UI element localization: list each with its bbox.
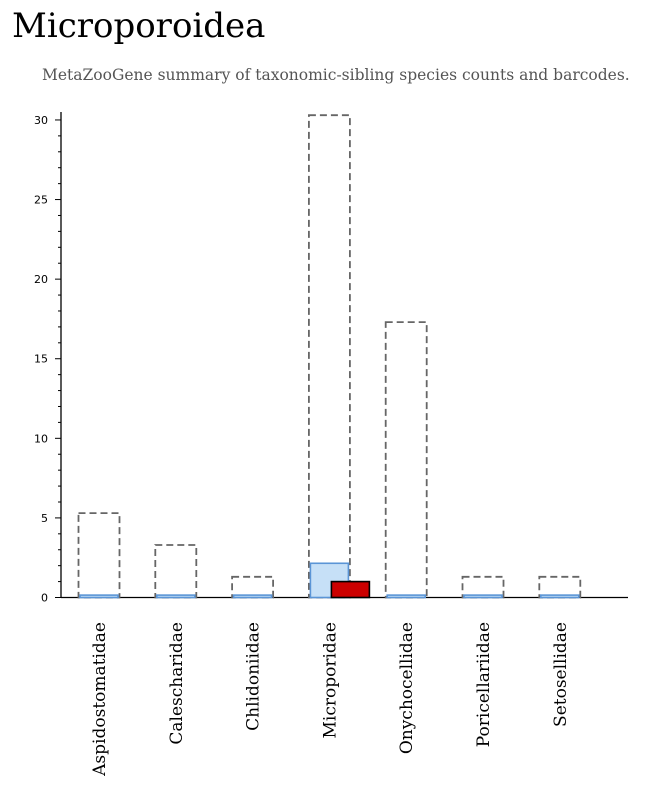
bar-barcodes — [79, 594, 119, 599]
page-subtitle: MetaZooGene summary of taxonomic-sibling… — [42, 66, 630, 84]
x-category-label: Aspidostomatidae — [90, 622, 110, 777]
x-category-label: Microporidae — [320, 622, 340, 739]
page-title: Microporoidea — [12, 6, 266, 46]
y-tick-label: 10 — [34, 432, 48, 445]
y-tick-label: 0 — [41, 592, 48, 605]
y-tick-label: 25 — [34, 194, 48, 207]
y-tick-label: 30 — [34, 114, 48, 127]
bar-barcodes — [232, 594, 273, 599]
bar-barcodes — [386, 594, 427, 599]
bar-barcodes — [156, 594, 196, 599]
y-tick-label: 15 — [34, 353, 48, 366]
x-category-label: Setosellidae — [551, 622, 571, 727]
bar-highlight — [330, 580, 371, 599]
bar-barcodes — [463, 594, 503, 599]
x-category-label: Chlidoniidae — [244, 622, 264, 731]
bar-species-count — [154, 544, 198, 599]
y-tick-label: 5 — [41, 512, 48, 525]
x-category-label: Calescharidae — [167, 622, 187, 745]
bar-barcodes — [539, 594, 580, 599]
bar-species-count — [77, 512, 121, 599]
bar-species-count — [384, 321, 428, 599]
y-tick-label: 20 — [34, 273, 48, 286]
x-category-label: Poricellariidae — [474, 622, 494, 747]
x-category-label: Onychocellidae — [397, 622, 417, 754]
bar-species-count — [307, 114, 351, 599]
